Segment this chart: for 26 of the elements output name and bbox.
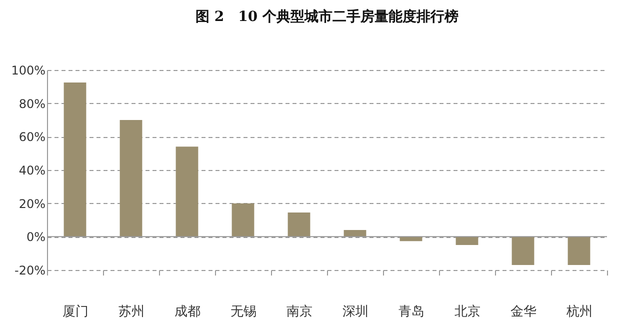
y-tick-label: 20% — [18, 196, 46, 211]
x-tick-label: 金华 — [510, 304, 536, 320]
y-tick-label: 40% — [18, 164, 46, 178]
y-tick-label: 100% — [11, 64, 46, 78]
y-tick-label: 60% — [18, 130, 46, 144]
x-tick-label: 深圳 — [342, 304, 368, 320]
x-tick-label: 杭州 — [566, 304, 592, 320]
x-tick-label: 青岛 — [398, 304, 424, 320]
x-tick-label: 成都 — [174, 304, 200, 320]
bar — [232, 203, 254, 237]
y-tick-label: -20% — [14, 264, 46, 278]
x-tick-label: 南京 — [286, 304, 312, 320]
bar — [456, 236, 478, 245]
bar — [64, 82, 86, 237]
chart-title: 图 2 10 个典型城市二手房量能度排行榜 — [196, 8, 458, 25]
x-tick-label: 北京 — [454, 304, 480, 320]
bar — [176, 146, 198, 237]
bar — [512, 236, 534, 265]
x-tick-label: 无锡 — [230, 304, 256, 320]
y-tick-label: 0% — [26, 230, 46, 244]
x-tick-label: 厦门 — [62, 304, 88, 320]
y-tick-label: 80% — [18, 96, 46, 111]
bar — [568, 236, 590, 265]
bar — [120, 120, 142, 237]
bar — [288, 212, 310, 237]
x-tick-label: 苏州 — [118, 304, 144, 320]
